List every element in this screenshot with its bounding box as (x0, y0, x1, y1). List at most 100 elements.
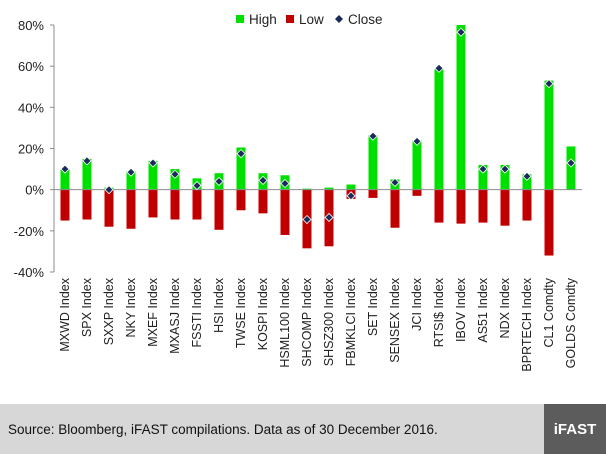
x-tick-label: FBMKLCI Index (344, 277, 358, 366)
x-tick-label: SPX Index (80, 277, 94, 337)
close-marker (258, 175, 268, 185)
legend: High Low Close (236, 12, 383, 27)
x-tick-label: RTSI$ Index (432, 277, 446, 347)
close-marker (390, 177, 400, 188)
bar-high (82, 158, 92, 190)
x-tick-label: NDX Index (498, 277, 512, 338)
y-tick-label: 40% (18, 100, 44, 115)
bar-low (478, 189, 488, 223)
x-tick-label: NKY Index (124, 277, 138, 337)
legend-label: High (249, 12, 277, 27)
bar-low (104, 189, 114, 227)
bar-high (566, 146, 576, 190)
bar-low (500, 189, 510, 226)
bar-low (522, 189, 532, 221)
ifast-logo: iFAST (544, 404, 606, 454)
y-tick-label: 20% (18, 142, 44, 157)
bar-low (456, 189, 466, 224)
close-marker (60, 164, 70, 174)
legend-label: Low (299, 12, 324, 27)
bar-low (148, 189, 158, 218)
bar-low (412, 189, 422, 196)
bar-high (478, 164, 488, 190)
close-marker (236, 149, 246, 159)
x-tick-label: SHCOMP Index (300, 277, 314, 366)
x-tick-label: HSML100 Index (278, 277, 292, 367)
close-marker (544, 79, 554, 89)
close-marker (324, 212, 334, 223)
x-tick-label: SET Index (366, 277, 380, 336)
bar-low (236, 189, 246, 211)
bar-high (126, 171, 136, 190)
close-marker (280, 178, 290, 189)
close-marker (346, 191, 356, 201)
close-marker (104, 185, 114, 195)
x-tick-label: SENSEX Index (388, 277, 402, 363)
close-marker (82, 156, 92, 166)
x-tick-label: FSSTI Index (190, 277, 204, 347)
bar-low (126, 189, 136, 229)
source-note: Source: Bloomberg, iFAST compilations. D… (8, 422, 438, 437)
y-tick-label: 0% (25, 183, 44, 198)
legend-label: Close (348, 12, 383, 27)
x-tick-label: AS51 Index (476, 277, 490, 342)
bar-high (302, 188, 312, 190)
close-marker (566, 158, 576, 168)
y-tick-label: 80% (18, 18, 44, 33)
bar-high (324, 187, 334, 190)
bar-high (412, 140, 422, 190)
close-marker (368, 131, 378, 141)
bar-low (192, 189, 202, 220)
bar-low (434, 189, 444, 223)
x-tick-label: HSI Index (212, 277, 226, 333)
close-marker (126, 167, 136, 177)
close-marker (148, 158, 158, 168)
y-tick-label: -20% (14, 224, 45, 239)
bar-high (236, 147, 246, 190)
x-tick-label: GOLDS Comdty (564, 277, 578, 368)
bar-high (346, 184, 356, 190)
close-marker (500, 164, 510, 174)
chart: High Low Close -40% -20% 0% 20% 40% 60% 80% MXWD… (14, 12, 582, 372)
legend-marker-close (335, 15, 343, 23)
bar-high (544, 80, 554, 190)
bar-low (214, 189, 224, 230)
bar-low (390, 189, 400, 228)
bar-low (544, 189, 554, 256)
footer: Source: Bloomberg, iFAST compilations. D… (0, 404, 606, 454)
bar-low (60, 189, 70, 221)
y-tick-label: 60% (18, 59, 44, 74)
y-tick-label: -40% (14, 265, 45, 280)
close-marker (412, 136, 422, 146)
close-marker (214, 176, 224, 186)
bar-high (170, 169, 180, 190)
close-marker (170, 169, 180, 179)
x-tick-label: CL1 Comdty (542, 277, 556, 347)
bar-high (522, 174, 532, 190)
bar-low (170, 189, 180, 220)
x-tick-label: BPRTECH Index (520, 277, 534, 371)
x-tick-label: TWSE Index (234, 277, 248, 348)
bar-high (456, 25, 466, 190)
x-tick-label: MXASJ Index (168, 277, 182, 353)
x-tick-label: MXEF Index (146, 277, 160, 347)
legend-swatch-high (236, 15, 244, 23)
x-tick-label: JCI Index (410, 277, 424, 331)
x-tick-label: IBOV Index (454, 277, 468, 342)
high-series (60, 25, 576, 190)
bar-low (258, 189, 268, 214)
close-series (60, 27, 576, 225)
x-tick-label: MXWD Index (58, 277, 72, 351)
bar-low (280, 189, 290, 235)
bar-high (434, 69, 444, 190)
close-marker (456, 27, 466, 37)
bar-high (148, 160, 158, 190)
close-marker (434, 63, 444, 73)
y-axis: -40% -20% 0% 20% 40% 60% 80% (14, 18, 55, 280)
close-marker (302, 214, 312, 225)
legend-swatch-low (286, 15, 294, 23)
x-axis-labels: MXWD Index SPX Index SXXP Index NKY Index MX… (58, 277, 578, 371)
close-marker (478, 164, 488, 174)
bar-high (368, 135, 378, 190)
bar-high (500, 164, 510, 190)
